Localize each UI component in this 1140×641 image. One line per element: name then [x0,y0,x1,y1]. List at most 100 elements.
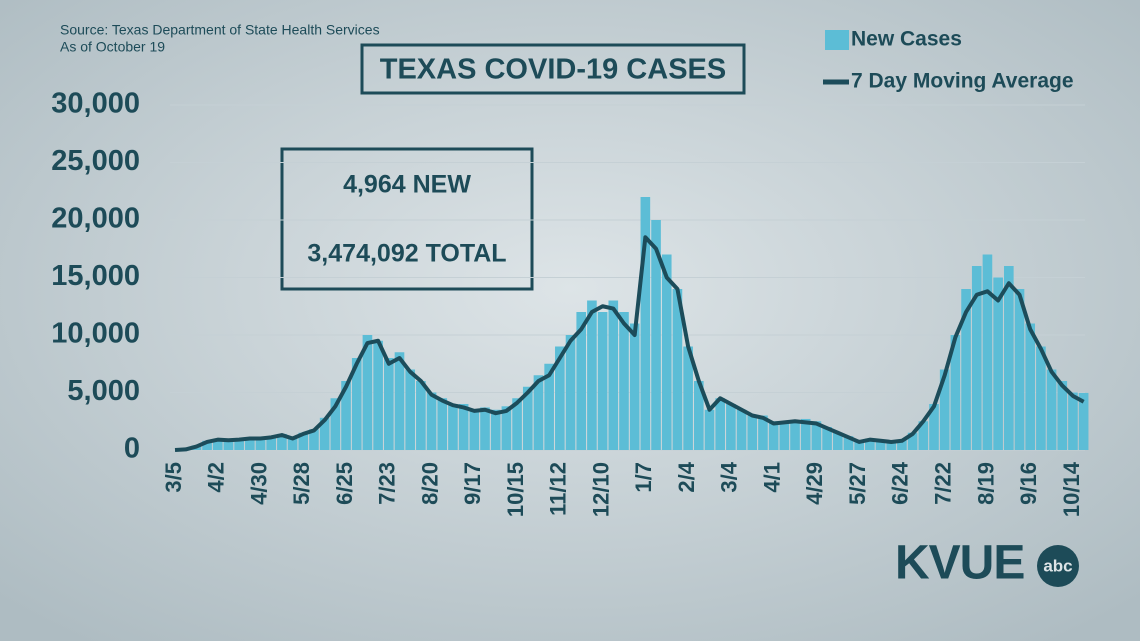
bar [255,437,266,450]
bar [512,398,522,450]
logo-circle [1037,545,1079,587]
bar [779,421,790,450]
bar [661,254,672,450]
bar [1046,369,1057,450]
bar [351,358,362,450]
bar [1014,289,1025,450]
bar [565,335,576,450]
bar [640,197,651,450]
bar [1068,392,1078,450]
bar [747,415,758,450]
bar [897,439,907,450]
bar [362,335,373,450]
x-tick-label: 5/28 [289,462,314,505]
total-cases-note: 3,474,092 TOTAL [307,240,506,268]
bar [672,289,683,450]
bar [533,375,544,450]
bar [202,440,212,450]
bar [223,439,234,450]
bar [993,277,1003,450]
bar [1057,381,1068,450]
x-tick-label: 7/23 [375,462,400,505]
bar [971,266,982,450]
x-tick-label: 11/12 [546,462,571,516]
bar [918,421,929,450]
bar [651,220,661,450]
bar [234,438,244,450]
x-tick-label: 12/10 [588,462,613,517]
x-tick-label: 4/2 [204,462,229,493]
bar [448,404,458,450]
legend-label: New Cases [851,28,962,51]
bar [1078,392,1089,450]
bar [704,409,715,450]
x-tick-label: 3/5 [161,462,186,493]
bar [715,398,726,450]
x-tick-label: 4/29 [802,462,827,505]
bar [768,421,779,450]
bar [608,300,619,450]
bar [266,436,277,450]
legend-swatch [825,30,849,50]
bar [790,420,800,450]
bar [437,398,448,450]
y-tick-label: 25,000 [51,145,140,177]
bar [800,418,811,450]
bar [1004,266,1014,450]
bar [245,437,255,450]
new-cases-note: 4,964 NEW [343,171,471,199]
bar [212,438,223,450]
y-tick-label: 20,000 [51,203,140,235]
bar [373,340,383,450]
x-tick-label: 8/20 [417,462,442,505]
bar [287,437,298,450]
x-tick-label: 9/17 [460,462,485,505]
bar [1036,346,1046,450]
bar [309,429,319,450]
bar [587,300,597,450]
legend: New Cases 7 Day Moving Average [823,28,1074,93]
bar [394,352,405,450]
bar [555,346,565,450]
title-box [360,43,746,95]
chart-title: TEXAS COVID-19 CASES [380,54,726,86]
y-tick-label: 15,000 [51,260,140,292]
legend-label: 7 Day Moving Average [851,70,1074,93]
bar [576,312,587,450]
bar [330,398,341,450]
bar [843,436,854,450]
bar [405,369,415,450]
plot-area: 0 5,000 10,000 15,000 20,000 25,000 30,000 3/5 4… [51,88,1089,517]
x-tick-label: 2/4 [674,461,699,492]
x-tick-label: 4/30 [246,462,271,505]
x-tick-label: 10/15 [503,462,528,517]
bar [544,363,554,450]
bar [416,381,426,450]
bar [298,432,309,450]
bar [929,404,939,450]
bar [736,409,747,450]
bar [1025,323,1036,450]
x-tick-label: 1/7 [631,462,656,493]
y-tick-label: 10,000 [51,318,140,350]
y-tick-label: 5,000 [67,375,140,407]
y-tick-label: 0 [124,433,140,465]
bar [832,432,843,450]
bar [341,381,351,450]
logo-network: abc [1043,556,1072,575]
bar [458,404,469,450]
bar [597,312,608,450]
bar [907,432,918,450]
bar [950,335,961,450]
x-tick-label: 5/27 [845,462,870,505]
bar [480,407,490,450]
x-tick-label: 3/4 [717,461,742,492]
bar [469,409,480,450]
bar [501,406,512,450]
bar [854,440,864,450]
logo-text: KVUE [895,537,1024,590]
source: Source: Texas Department of State Health… [60,22,380,38]
bar [822,427,832,450]
as-of: As of October 19 [60,39,165,55]
